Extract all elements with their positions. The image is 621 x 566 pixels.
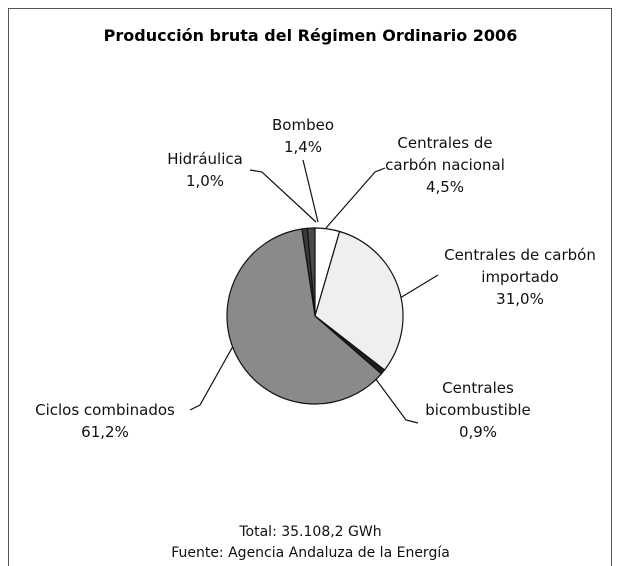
value-label: 31,0% [496,290,544,308]
value-label: 4,5% [425,178,465,196]
pie-slice [314,230,404,371]
leader-line [399,274,439,299]
category-name: Bombeo [271,116,334,134]
value-label: 1,4% [283,138,323,156]
slice-label: Hidráulica 1,0% [150,148,260,192]
leader-lines [189,159,439,424]
value-label: 0,9% [458,423,498,441]
leader-line [374,377,419,424]
slice-label: Ciclos combinados 61,2% [10,399,200,443]
value-label: 61,2% [81,423,129,441]
chart-title: Producción bruta del Régimen Ordinario 2… [103,26,518,45]
category-name: Centrales de carbón importado [444,246,596,286]
slice-label: Centrales de carbón nacional 4,5% [378,132,513,198]
pie-slice [226,228,383,405]
category-name: Hidráulica [167,150,243,168]
leader-line [302,159,319,223]
value-label: 1,0% [185,172,225,190]
slice-label: Bombeo 1,4% [258,114,348,158]
leader-line [249,169,317,223]
category-name: Ciclos combinados [35,401,175,419]
source-note: Fuente: Agencia Andaluza de la Energía [171,545,450,561]
category-name: Centrales de carbón nacional [385,134,505,174]
leader-line [189,322,247,411]
total-note: Total: 35.108,2 GWh [239,524,382,540]
category-name: Centrales bicombustible [425,379,531,419]
frame [8,8,612,566]
leader-line [325,167,386,229]
slice-label: Centrales de carbón importado 31,0% [433,244,608,310]
slice-label: Centrales bicombustible 0,9% [411,377,546,443]
